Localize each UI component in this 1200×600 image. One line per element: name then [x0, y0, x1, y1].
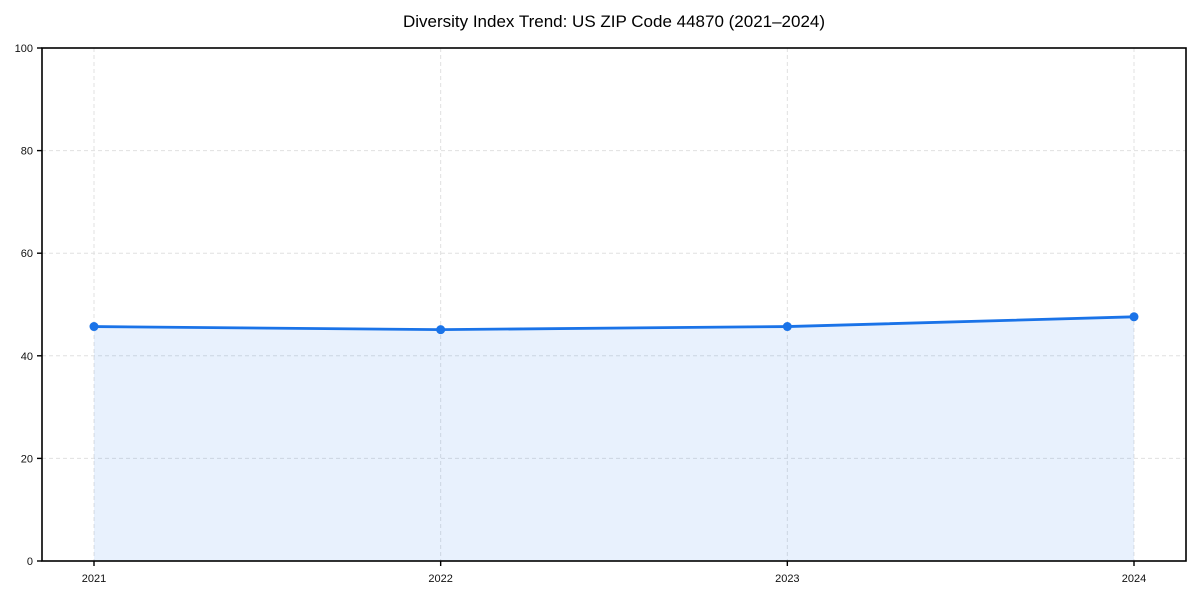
y-axis-tick-label: 40	[21, 351, 33, 363]
y-axis-tick-label: 20	[21, 453, 33, 465]
x-axis-tick-label: 2022	[428, 573, 452, 585]
x-axis-tick-label: 2024	[1122, 573, 1146, 585]
y-axis-tick-label: 60	[21, 248, 33, 260]
data-point-marker	[1129, 312, 1139, 322]
area-fill	[94, 316, 1134, 561]
y-axis-tick-label: 80	[21, 146, 33, 158]
x-axis-tick-label: 2021	[82, 573, 106, 585]
chart-title: Diversity Index Trend: US ZIP Code 44870…	[402, 12, 826, 31]
plot-border	[41, 47, 1187, 562]
data-point-marker	[89, 322, 99, 332]
trend-line	[92, 315, 1136, 332]
data-point-marker	[436, 325, 446, 335]
x-axis-tick-label: 2023	[775, 573, 799, 585]
y-axis-tick-label: 0	[27, 556, 33, 568]
data-point-marker	[782, 322, 792, 332]
y-axis-tick-label: 100	[15, 43, 33, 55]
